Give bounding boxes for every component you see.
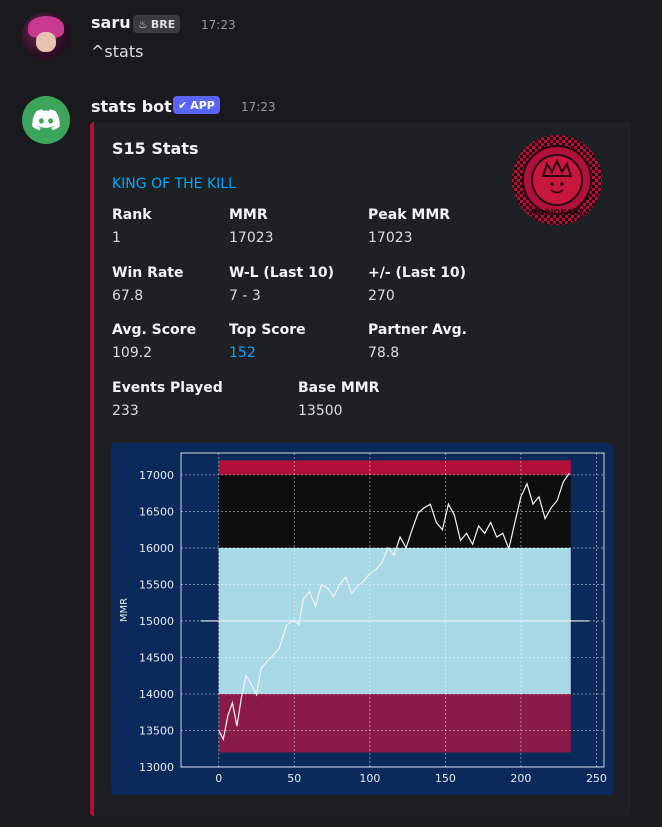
field-name: Base MMR	[298, 380, 380, 396]
field-top-score: Top Score 152	[229, 322, 306, 361]
field-value: 7 - 3	[229, 288, 261, 304]
discord-logo-icon	[32, 109, 60, 131]
mmr-chart-svg: 0 50 100 150 200 250 13000 13500 14000 14500 15000…	[119, 452, 607, 785]
flame-icon: ♨	[138, 17, 148, 31]
field-peak-mmr: Peak MMR 17023	[368, 207, 450, 246]
bot-avatar[interactable]	[22, 96, 70, 144]
field-base-mmr: Base MMR 13500	[298, 380, 379, 419]
stats-embed: S15 Stats KING OF THE KILL Rank 1 MMR 17…	[90, 122, 631, 816]
x-tick-label: 100	[359, 772, 380, 785]
y-tick-label: 15500	[139, 578, 174, 591]
guild-tag-label: BRE	[150, 17, 176, 31]
field-value: 109.2	[112, 345, 153, 361]
field-name: Rank	[112, 207, 152, 223]
top-score-link[interactable]: 152	[229, 345, 256, 361]
message-content: ^stats	[91, 42, 144, 61]
field-name: Avg. Score	[112, 322, 197, 338]
author-name[interactable]: stats bot	[91, 97, 172, 116]
y-tick-label: 13000	[139, 761, 174, 774]
field-name: Partner Avg.	[368, 322, 467, 338]
check-icon: ✔	[178, 98, 188, 112]
y-tick-label: 16000	[139, 542, 174, 555]
x-tick-label: 250	[586, 772, 607, 785]
field-name: Top Score	[229, 322, 306, 338]
mmr-band	[218, 460, 571, 475]
y-tick-label: 14000	[139, 688, 174, 701]
field-plus-minus-last-10: +/- (Last 10) 270	[368, 265, 466, 304]
y-tick-label: 13500	[139, 724, 174, 737]
field-win-rate: Win Rate 67.8	[112, 265, 184, 304]
x-tick-label: 150	[435, 772, 456, 785]
user-avatar[interactable]	[22, 12, 70, 60]
field-value: 67.8	[112, 288, 144, 304]
rank-emblem-thumbnail[interactable]: MARIOKART	[511, 134, 603, 226]
field-wl-last-10: W-L (Last 10) 7 - 3	[229, 265, 334, 304]
crown-icon	[541, 158, 573, 177]
mmr-series-line	[218, 472, 570, 742]
field-name: +/- (Last 10)	[368, 265, 467, 281]
x-tick-label: 200	[510, 772, 531, 785]
timestamp: 17:23	[241, 100, 276, 114]
guild-tag[interactable]: ♨ BRE	[133, 15, 181, 33]
app-tag-label: APP	[190, 98, 215, 112]
field-value: 17023	[368, 230, 413, 246]
y-tick-label: 15000	[139, 615, 174, 628]
field-events-played: Events Played 233	[112, 380, 223, 419]
field-name: W-L (Last 10)	[229, 265, 334, 281]
field-partner-avg: Partner Avg. 78.8	[368, 322, 467, 361]
field-name: Events Played	[112, 380, 223, 396]
mmr-band	[218, 693, 571, 753]
y-tick-label: 14500	[139, 651, 174, 664]
field-name: Win Rate	[112, 265, 184, 281]
field-value: 17023	[229, 230, 274, 246]
y-tick-label: 16500	[139, 505, 174, 518]
field-avg-score: Avg. Score 109.2	[112, 322, 196, 361]
field-value: 1	[112, 230, 121, 246]
timestamp: 17:23	[201, 18, 236, 32]
app-tag: ✔ APP	[173, 96, 220, 114]
field-mmr: MMR 17023	[229, 207, 274, 246]
y-axis-label: MMR	[119, 598, 130, 622]
x-tick-label: 0	[215, 772, 222, 785]
field-name: MMR	[229, 207, 268, 223]
field-value: 233	[112, 403, 139, 419]
y-tick-label: 17000	[139, 469, 174, 482]
mmr-history-chart[interactable]: 0 50 100 150 200 250 13000 13500 14000 14500 15000…	[111, 443, 613, 795]
embed-title: S15 Stats	[112, 139, 199, 158]
field-value: 13500	[298, 403, 343, 419]
field-value: 78.8	[368, 345, 400, 361]
x-tick-label: 50	[287, 772, 301, 785]
field-value: 270	[368, 288, 395, 304]
emblem-text: MARIOKART	[530, 208, 584, 217]
author-name[interactable]: saru	[91, 13, 131, 32]
field-name: Peak MMR	[368, 207, 451, 223]
field-rank: Rank 1	[112, 207, 152, 246]
embed-description: KING OF THE KILL	[112, 176, 236, 192]
